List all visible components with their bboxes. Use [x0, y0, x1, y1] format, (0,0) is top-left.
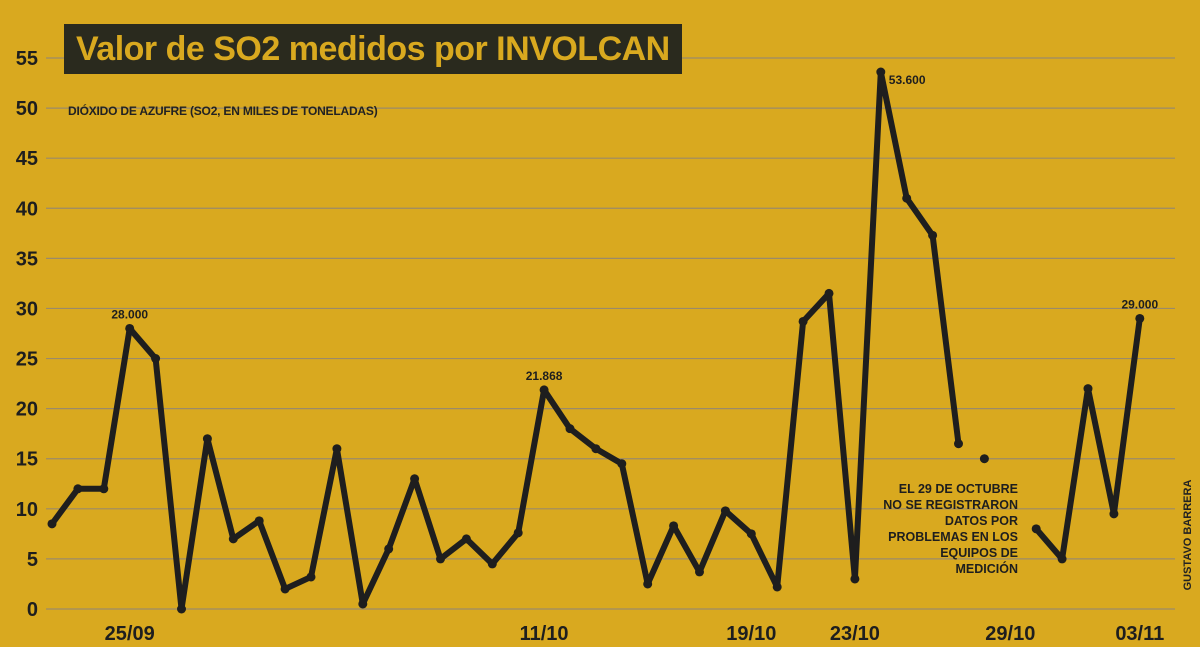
series-line-segment-2 — [1033, 315, 1143, 562]
data-label-21-868: 21.868 — [526, 369, 563, 383]
data-point — [876, 67, 886, 77]
data-label-28-000: 28.000 — [111, 307, 148, 321]
data-point — [643, 579, 653, 589]
y-tick-label-50: 50 — [16, 98, 38, 120]
data-point — [591, 444, 601, 454]
data-point — [332, 444, 342, 454]
data-point — [73, 484, 83, 494]
data-point — [125, 323, 135, 333]
data-point — [47, 519, 57, 529]
data-point — [177, 604, 186, 614]
x-tick-label-25-09: 25/09 — [105, 623, 155, 645]
data-point — [669, 521, 679, 531]
series-line-segment-1 — [49, 69, 962, 612]
y-tick-label-30: 30 — [16, 298, 38, 320]
data-labels: 28.000 21.868 53.600 29.000 — [111, 73, 1158, 383]
x-tick-label-23-10: 23/10 — [830, 623, 880, 645]
x-tick-label-29-10: 29/10 — [985, 623, 1035, 645]
data-point — [1135, 313, 1145, 323]
data-label-53-600: 53.600 — [889, 73, 926, 87]
author-credit: GUSTAVO BARRERA — [1182, 479, 1194, 591]
data-point — [436, 554, 445, 564]
y-tick-label-45: 45 — [16, 148, 38, 170]
data-point — [384, 544, 394, 554]
x-tick-label-03-11: 03/11 — [1115, 623, 1164, 645]
x-tick-label-19-10: 19/10 — [726, 623, 776, 645]
data-point — [358, 599, 368, 609]
data-point — [254, 516, 264, 526]
x-tick-label-11-10: 11/10 — [520, 623, 569, 645]
y-tick-label-0: 0 — [27, 599, 38, 621]
data-point — [746, 529, 756, 539]
data-point — [1083, 384, 1093, 394]
data-point — [928, 230, 938, 240]
y-axis: 0 5 10 15 20 25 30 35 40 45 50 55 — [16, 48, 38, 621]
note-line-4: PROBLEMAS EN LOS — [888, 530, 1018, 544]
missing-data-note: EL 29 DE OCTUBRE NO SE REGISTRARON DATOS P… — [842, 481, 1018, 577]
chart-title: Valor de SO2 medidos por INVOLCAN — [76, 29, 670, 68]
data-point — [772, 582, 782, 592]
y-axis-label: DIÓXIDO DE AZUFRE (SO2, EN MILES DE TONE… — [68, 104, 378, 118]
y-tick-label-40: 40 — [16, 198, 38, 220]
data-point — [617, 459, 627, 469]
data-point — [228, 534, 238, 544]
y-tick-label-5: 5 — [27, 549, 38, 571]
data-point — [565, 424, 575, 434]
y-tick-label-15: 15 — [16, 449, 38, 471]
note-line-3: DATOS POR — [944, 514, 1018, 528]
data-point — [954, 439, 963, 449]
data-point — [151, 354, 161, 364]
data-point — [513, 528, 523, 538]
note-line-2: NO SE REGISTRARON — [883, 498, 1018, 512]
data-point — [461, 534, 471, 544]
data-point — [798, 316, 808, 326]
y-tick-label-25: 25 — [16, 349, 38, 371]
x-axis: 25/09 11/10 19/10 23/10 29/10 03/11 — [105, 623, 1165, 645]
data-point-isolated — [979, 454, 989, 464]
note-line-6: MEDICIÓN — [955, 562, 1019, 576]
data-point — [306, 572, 316, 582]
data-point — [487, 559, 497, 569]
note-line-5: EQUIPOS DE — [940, 546, 1018, 560]
y-tick-label-35: 35 — [16, 248, 38, 270]
data-point — [1057, 554, 1067, 564]
data-point — [902, 193, 912, 203]
note-line-1: EL 29 DE OCTUBRE — [898, 482, 1018, 496]
data-point — [1031, 524, 1041, 534]
data-point — [1109, 509, 1119, 519]
data-point — [695, 567, 704, 577]
chart-title-box: Valor de SO2 medidos por INVOLCAN — [64, 24, 682, 74]
y-tick-label-55: 55 — [16, 48, 38, 70]
data-point — [202, 434, 212, 444]
data-points — [47, 67, 1145, 614]
data-label-29-000: 29.000 — [1121, 297, 1158, 311]
data-point — [720, 506, 730, 516]
y-tick-label-10: 10 — [16, 499, 38, 521]
y-tick-label-20: 20 — [16, 399, 38, 421]
data-point — [824, 288, 834, 298]
data-point — [280, 584, 290, 594]
data-point — [850, 574, 860, 584]
data-point — [539, 385, 549, 395]
data-point — [99, 484, 109, 494]
data-point — [410, 474, 420, 484]
